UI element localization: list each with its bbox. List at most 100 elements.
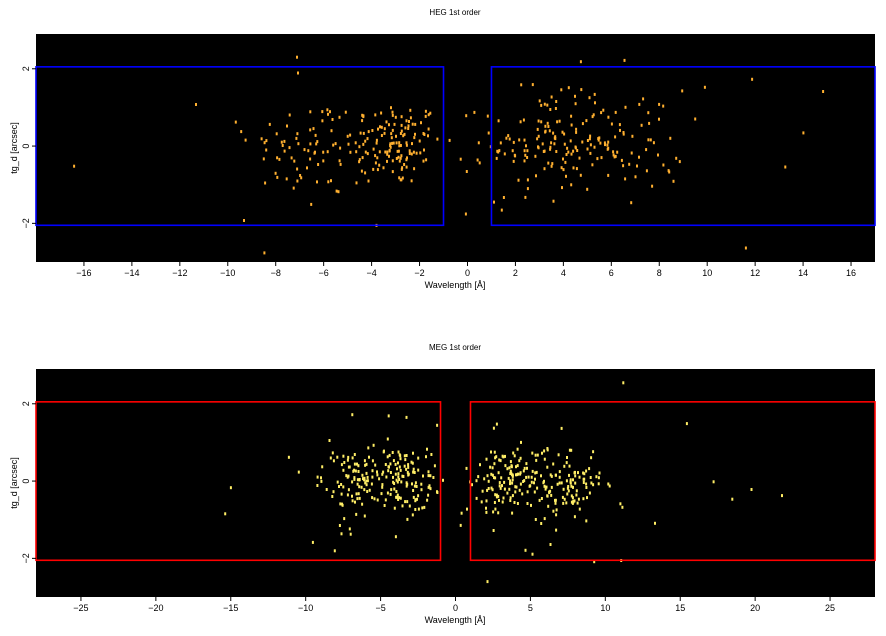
heg-event-point xyxy=(296,132,299,136)
meg-event-point xyxy=(544,487,547,491)
meg-event-point xyxy=(494,476,497,480)
meg-event-point xyxy=(543,517,546,521)
heg-event-point xyxy=(585,119,588,123)
meg-event-point xyxy=(353,453,356,456)
heg-event-point xyxy=(554,137,557,141)
heg-event-point xyxy=(400,115,403,119)
heg-event-point xyxy=(382,166,385,170)
heg-event-point xyxy=(401,176,404,180)
heg-event-point xyxy=(744,246,747,250)
meg-event-point xyxy=(540,497,543,500)
meg-event-point xyxy=(491,488,494,492)
heg-x-tick-label: −14 xyxy=(124,268,139,278)
heg-event-point xyxy=(662,163,665,167)
meg-event-point xyxy=(582,471,585,475)
heg-event-point xyxy=(399,132,402,135)
heg-event-point xyxy=(367,130,370,134)
meg-event-point xyxy=(498,458,501,462)
meg-event-point xyxy=(504,464,507,468)
heg-event-point xyxy=(622,131,625,134)
meg-event-point xyxy=(524,548,527,552)
meg-event-point xyxy=(585,486,588,489)
heg-event-point xyxy=(598,136,601,140)
meg-event-point xyxy=(355,512,358,516)
heg-event-point xyxy=(326,150,329,154)
heg-event-point xyxy=(407,127,410,130)
heg-event-point xyxy=(517,178,520,182)
heg-event-point xyxy=(427,113,430,117)
meg-event-point xyxy=(550,474,553,478)
heg-event-point xyxy=(567,150,570,154)
meg-event-point xyxy=(393,487,396,491)
heg-event-point xyxy=(586,187,589,191)
meg-event-point xyxy=(396,467,398,471)
meg-event-point xyxy=(585,519,588,523)
heg-event-point xyxy=(321,119,324,123)
meg-event-point xyxy=(370,482,373,486)
heg-plot-area xyxy=(36,34,875,262)
heg-event-point xyxy=(498,149,501,153)
heg-event-point xyxy=(390,106,392,110)
meg-event-point xyxy=(432,476,435,479)
heg-event-point xyxy=(375,141,378,145)
meg-event-point xyxy=(517,472,519,476)
meg-event-point xyxy=(387,414,390,418)
meg-event-point xyxy=(392,475,394,479)
heg-event-point xyxy=(409,116,412,120)
heg-event-point xyxy=(600,111,603,115)
heg-x-tick-label: −4 xyxy=(366,268,376,278)
meg-x-axis: −25 −20 −15 −10 −5 0 5 10 15 20 25 xyxy=(73,597,835,613)
heg-event-point xyxy=(321,110,324,114)
meg-event-point xyxy=(546,465,549,469)
meg-event-point xyxy=(558,475,561,479)
meg-x-tick-label: −5 xyxy=(375,603,385,613)
meg-event-point xyxy=(495,422,498,426)
heg-event-point xyxy=(413,136,416,140)
heg-event-point xyxy=(389,144,392,147)
heg-event-point xyxy=(570,183,573,187)
meg-event-point xyxy=(572,485,574,489)
heg-event-point xyxy=(418,139,421,143)
heg-event-point xyxy=(523,149,526,153)
meg-event-point xyxy=(340,492,343,496)
heg-event-point xyxy=(374,161,377,165)
heg-event-point xyxy=(355,181,358,185)
meg-event-point xyxy=(471,483,473,487)
meg-event-point xyxy=(357,470,360,473)
meg-event-point xyxy=(479,463,481,467)
heg-x-tick-label: 4 xyxy=(561,268,566,278)
heg-event-point xyxy=(499,141,502,145)
heg-event-point xyxy=(406,156,408,160)
heg-event-point xyxy=(306,166,308,170)
meg-event-point xyxy=(427,493,430,497)
meg-event-point xyxy=(534,471,537,475)
meg-event-point xyxy=(590,456,593,460)
heg-event-point xyxy=(388,148,391,152)
meg-event-point xyxy=(509,472,512,475)
meg-event-point xyxy=(347,455,350,459)
heg-x-tick-label: −16 xyxy=(76,268,91,278)
heg-event-point xyxy=(493,200,495,204)
meg-event-point xyxy=(534,453,537,457)
heg-event-point xyxy=(349,150,352,154)
heg-event-point xyxy=(535,174,537,178)
meg-event-point xyxy=(538,498,541,502)
heg-event-point xyxy=(588,96,591,100)
meg-event-point xyxy=(523,479,526,483)
meg-event-point xyxy=(417,494,420,498)
heg-event-point xyxy=(555,150,558,153)
heg-event-point xyxy=(526,156,529,159)
heg-event-point xyxy=(391,128,394,132)
meg-event-point xyxy=(417,468,420,472)
meg-event-point xyxy=(543,449,546,453)
meg-event-point xyxy=(356,497,359,501)
meg-event-point xyxy=(582,477,585,481)
meg-event-point xyxy=(514,490,517,494)
meg-event-point xyxy=(566,492,569,496)
heg-event-point xyxy=(572,166,575,170)
heg-event-point xyxy=(672,179,675,183)
meg-event-point xyxy=(531,451,534,455)
heg-event-point xyxy=(391,170,394,174)
heg-event-point xyxy=(544,129,547,133)
heg-event-point xyxy=(570,152,573,156)
